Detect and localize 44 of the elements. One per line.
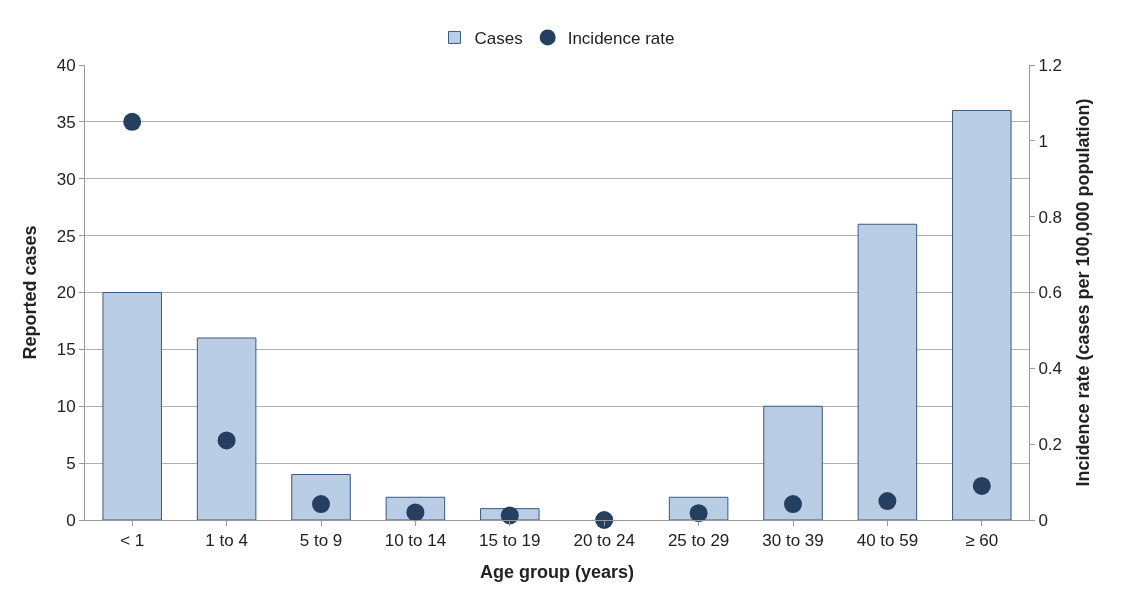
y-tick-label: 20 bbox=[56, 283, 76, 303]
x-tick-label: ≥ 60 bbox=[965, 531, 999, 551]
y2-axis-title: Incidence rate (cases per 100,000 population) bbox=[1073, 98, 1094, 487]
y-tick-label: 5 bbox=[66, 454, 76, 474]
point bbox=[784, 495, 802, 514]
x-tick-label: < 1 bbox=[120, 531, 145, 551]
y2-tick-label: 0.4 bbox=[1038, 359, 1063, 379]
bar bbox=[763, 405, 823, 520]
x-axis-title: Age group (years) bbox=[479, 561, 635, 582]
y-tick-label: 25 bbox=[56, 226, 76, 246]
point bbox=[972, 476, 991, 495]
x-tick-label: 40 to 59 bbox=[856, 531, 919, 551]
point bbox=[878, 492, 897, 511]
bar bbox=[291, 474, 351, 520]
legend-label: Cases bbox=[474, 29, 523, 49]
y2-tick-label: 1.2 bbox=[1038, 55, 1063, 75]
legend-label: Incidence rate bbox=[567, 29, 675, 49]
x-tick-label: 5 to 9 bbox=[299, 531, 343, 551]
x-tick-label: 15 to 19 bbox=[479, 531, 541, 551]
y-tick-label: 15 bbox=[56, 340, 76, 360]
x-tick-label: 20 to 24 bbox=[573, 531, 635, 551]
y-tick-label: 40 bbox=[56, 55, 76, 75]
x-tick-label: 1 to 4 bbox=[205, 531, 248, 551]
bar bbox=[952, 110, 1012, 520]
x-tick-label: 10 to 14 bbox=[384, 531, 447, 551]
y-axis-title: Reported cases bbox=[19, 225, 40, 360]
y-tick-label: 35 bbox=[56, 112, 76, 132]
point bbox=[217, 431, 236, 450]
bar bbox=[857, 223, 918, 520]
y2-tick-label: 1 bbox=[1038, 131, 1048, 151]
point bbox=[595, 511, 614, 529]
y-tick-label: 0 bbox=[66, 510, 76, 530]
y-tick-label: 10 bbox=[56, 397, 76, 417]
point bbox=[123, 112, 142, 131]
y2-tick-label: 0 bbox=[1038, 510, 1048, 530]
y2-tick-label: 0.6 bbox=[1038, 283, 1063, 303]
x-tick-label: 30 to 39 bbox=[762, 531, 824, 551]
point bbox=[500, 506, 519, 525]
bar bbox=[196, 337, 257, 520]
x-tick-label: 25 to 29 bbox=[667, 531, 730, 551]
y2-tick-label: 0.2 bbox=[1038, 435, 1063, 455]
bar bbox=[102, 292, 162, 520]
y-tick-label: 30 bbox=[56, 169, 76, 189]
y2-tick-label: 0.8 bbox=[1038, 207, 1063, 227]
